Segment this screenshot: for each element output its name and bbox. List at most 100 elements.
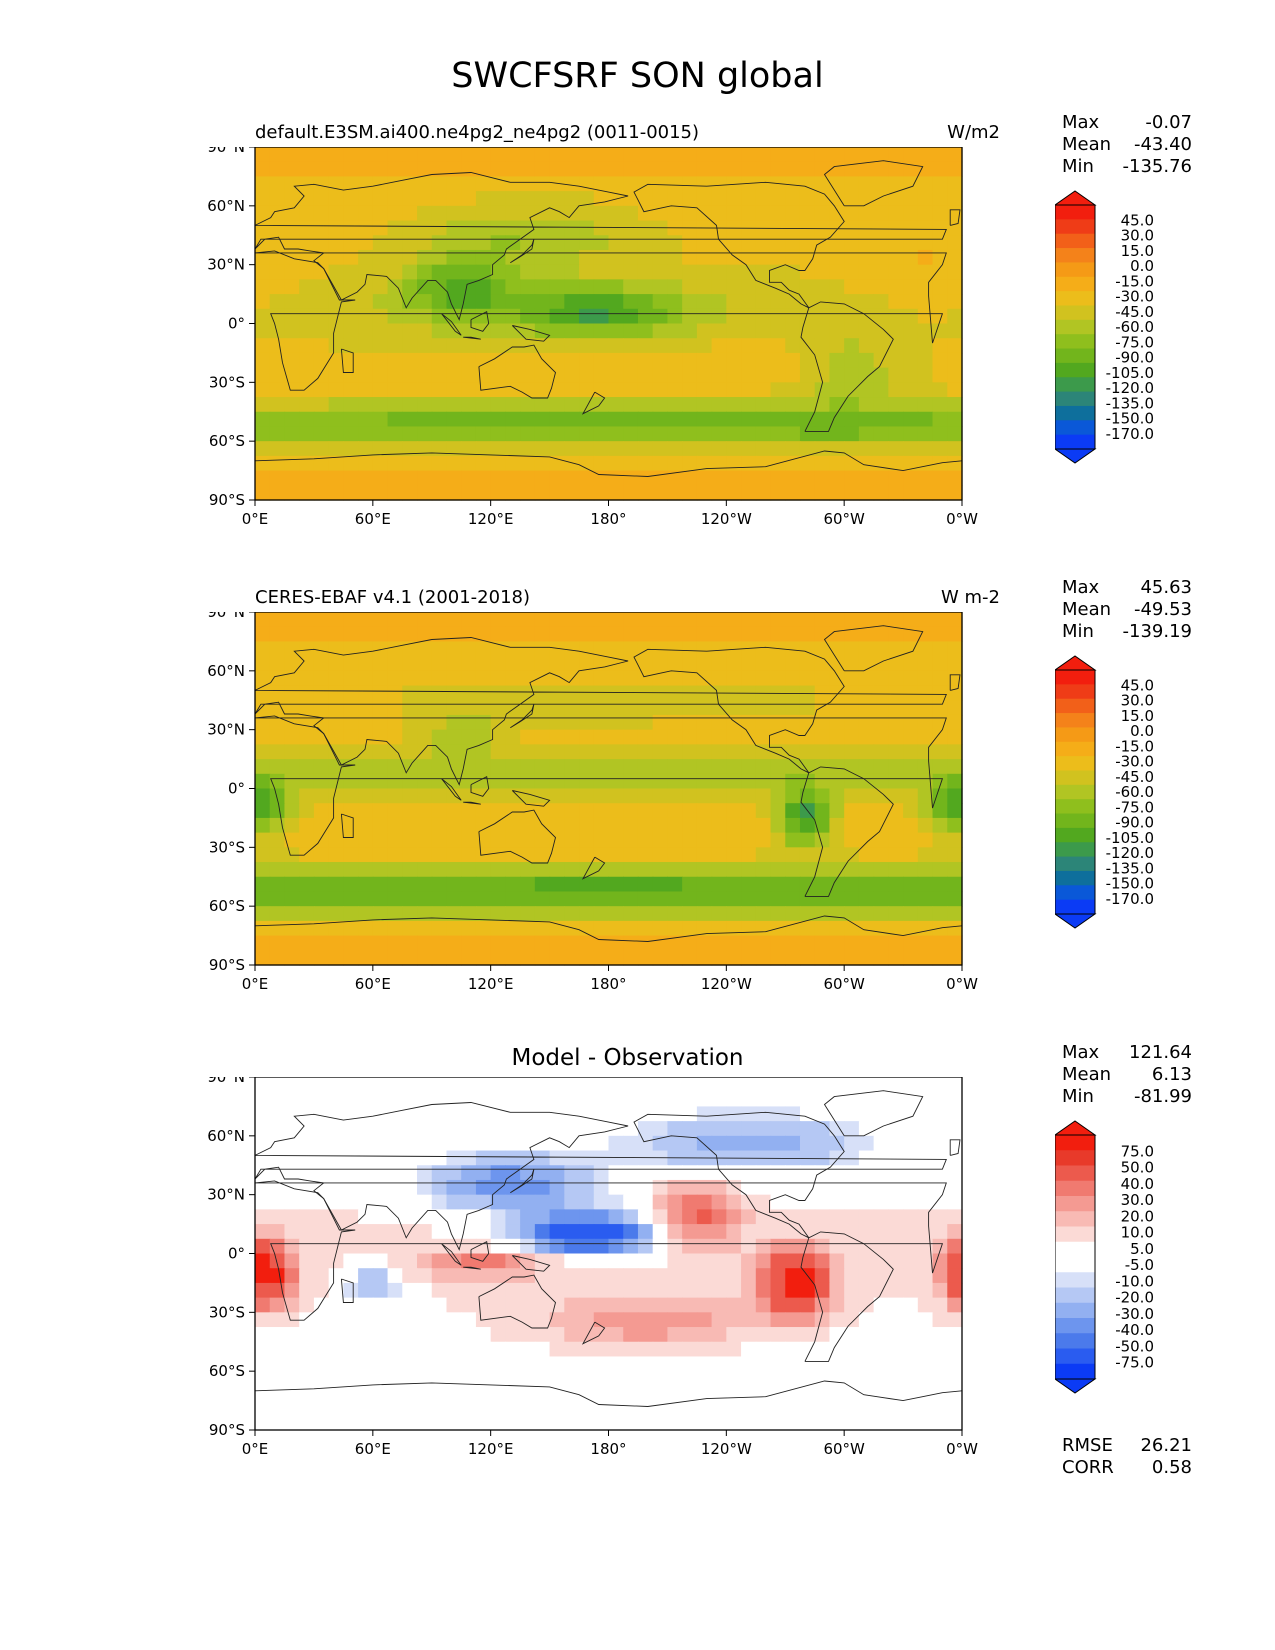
field-cell: [461, 441, 477, 457]
field-cell: [799, 1327, 816, 1343]
field-cell: [534, 470, 551, 486]
field-cell: [328, 803, 344, 819]
field-cell: [534, 1209, 551, 1225]
field-cell: [387, 161, 403, 178]
field-cell: [726, 1253, 742, 1269]
field-cell: [608, 1415, 624, 1431]
field-cell: [579, 626, 595, 643]
field-cell: [844, 920, 860, 937]
field-cell: [652, 1238, 669, 1255]
field-cell: [785, 1121, 801, 1137]
field-cell: [343, 470, 359, 486]
field-cell: [564, 876, 580, 893]
field-cell: [799, 1356, 816, 1372]
field-cell: [520, 612, 536, 628]
field-cell: [431, 308, 448, 325]
field-cell: [313, 891, 330, 907]
field-cell: [711, 832, 727, 848]
field-cell: [755, 1356, 772, 1372]
field-cell: [947, 803, 963, 819]
colorbar-segment: [1055, 1287, 1095, 1304]
field-cell: [534, 685, 551, 701]
field-cell: [255, 1209, 271, 1225]
field-cell: [726, 803, 742, 819]
field-cell: [490, 773, 506, 790]
field-cell: [299, 1356, 315, 1372]
field-cell: [313, 1150, 330, 1166]
field-cell: [858, 1327, 875, 1343]
field-cell: [917, 950, 934, 966]
field-cell: [520, 1135, 536, 1152]
field-cell: [549, 803, 565, 819]
field-cell: [770, 161, 786, 178]
field-cell: [299, 670, 315, 687]
field-cell: [475, 264, 492, 280]
field-cell: [534, 1238, 551, 1255]
field-cell: [770, 1282, 786, 1299]
field-cell: [726, 626, 742, 643]
field-cell: [667, 382, 683, 398]
field-cell: [682, 294, 698, 310]
field-cell: [755, 847, 772, 863]
field-cell: [475, 759, 492, 775]
field-cell: [903, 1385, 919, 1402]
field-cell: [623, 1400, 639, 1416]
field-cell: [387, 1106, 403, 1122]
field-cell: [593, 161, 610, 178]
field-cell: [770, 470, 786, 486]
field-cell: [726, 323, 742, 339]
field-cell: [917, 191, 934, 207]
field-cell: [770, 1312, 786, 1328]
field-cell: [387, 832, 403, 848]
field-cell: [402, 1150, 418, 1166]
field-cell: [903, 485, 919, 501]
field-cell: [770, 382, 786, 398]
field-cell: [932, 1135, 948, 1152]
field-cell: [255, 1327, 271, 1343]
field-cell: [343, 803, 359, 819]
field-cell: [932, 426, 948, 442]
field-cell: [284, 803, 300, 819]
field-cell: [814, 1356, 831, 1372]
field-cell: [917, 1297, 934, 1313]
field-cell: [299, 411, 315, 428]
field-cell: [549, 714, 565, 731]
field-cell: [255, 1268, 271, 1284]
field-cell: [564, 612, 580, 628]
field-cell: [520, 1224, 536, 1240]
colorbar-tick-label: 15.0: [1121, 707, 1154, 725]
field-cell: [947, 205, 963, 222]
field-cell: [917, 485, 934, 501]
field-cell: [652, 161, 669, 178]
field-cell: [888, 147, 904, 163]
field-cell: [475, 1091, 492, 1108]
field-cell: [770, 426, 786, 442]
field-cell: [549, 612, 565, 628]
field-cell: [696, 1209, 713, 1225]
field-cell: [593, 685, 610, 701]
colorbar-frame: [1055, 1134, 1096, 1380]
field-cell: [358, 426, 374, 442]
field-cell: [770, 147, 786, 163]
field-cell: [917, 249, 934, 266]
field-cell: [255, 1194, 271, 1210]
field-cell: [637, 862, 654, 878]
field-cell: [903, 744, 919, 760]
field-cell: [888, 1106, 904, 1122]
field-cell: [711, 612, 727, 628]
field-cell: [741, 249, 757, 266]
field-cell: [313, 656, 330, 672]
coastline: [581, 1321, 606, 1345]
field-cell: [564, 235, 580, 251]
field-cell: [475, 1224, 492, 1240]
field-cell: [417, 685, 433, 701]
field-cell: [667, 147, 683, 163]
field-cell: [667, 817, 683, 834]
field-cell: [579, 1297, 595, 1313]
field-cell: [903, 1194, 919, 1210]
field-cell: [741, 161, 757, 178]
field-cell: [255, 876, 271, 893]
field-cell: [608, 612, 624, 628]
field-cell: [328, 382, 344, 398]
field-cell: [564, 1400, 580, 1416]
